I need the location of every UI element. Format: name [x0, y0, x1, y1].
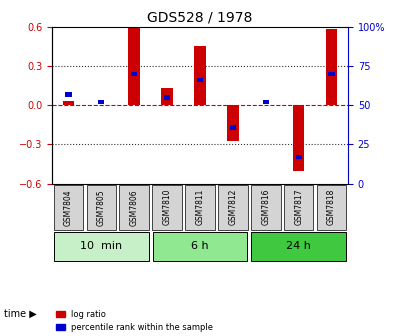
FancyBboxPatch shape — [153, 232, 247, 260]
Title: GDS528 / 1978: GDS528 / 1978 — [147, 10, 253, 24]
Bar — [197, 78, 203, 82]
Text: GSM7812: GSM7812 — [228, 189, 237, 225]
FancyBboxPatch shape — [54, 184, 83, 230]
Text: 6 h: 6 h — [191, 241, 209, 251]
Bar — [65, 92, 72, 96]
Bar — [230, 125, 236, 129]
FancyBboxPatch shape — [152, 184, 182, 230]
Bar — [263, 100, 269, 104]
Text: GSM7816: GSM7816 — [261, 189, 270, 225]
Bar — [164, 95, 170, 100]
FancyBboxPatch shape — [54, 232, 149, 260]
Text: GSM7805: GSM7805 — [97, 189, 106, 225]
FancyBboxPatch shape — [317, 184, 346, 230]
FancyBboxPatch shape — [218, 184, 248, 230]
Bar — [63, 101, 74, 105]
Text: 24 h: 24 h — [286, 241, 311, 251]
Text: GSM7804: GSM7804 — [64, 189, 73, 225]
Text: GSM7811: GSM7811 — [196, 189, 204, 225]
FancyBboxPatch shape — [284, 184, 314, 230]
Bar — [326, 30, 337, 105]
Bar — [296, 155, 302, 159]
Bar — [194, 46, 206, 105]
FancyBboxPatch shape — [251, 184, 280, 230]
Text: GSM7818: GSM7818 — [327, 189, 336, 225]
Bar — [227, 105, 239, 140]
FancyBboxPatch shape — [251, 232, 346, 260]
FancyBboxPatch shape — [120, 184, 149, 230]
Bar — [328, 72, 335, 76]
Text: GSM7810: GSM7810 — [163, 189, 172, 225]
Text: GSM7817: GSM7817 — [294, 189, 303, 225]
Text: time ▶: time ▶ — [4, 309, 37, 319]
Text: 10  min: 10 min — [80, 241, 122, 251]
FancyBboxPatch shape — [185, 184, 215, 230]
FancyBboxPatch shape — [86, 184, 116, 230]
Bar — [293, 105, 304, 171]
Bar — [161, 88, 173, 105]
Legend: log ratio, percentile rank within the sample: log ratio, percentile rank within the sa… — [56, 310, 213, 332]
Text: GSM7806: GSM7806 — [130, 189, 139, 225]
Bar — [128, 27, 140, 105]
Bar — [98, 100, 104, 104]
Bar — [131, 72, 137, 76]
